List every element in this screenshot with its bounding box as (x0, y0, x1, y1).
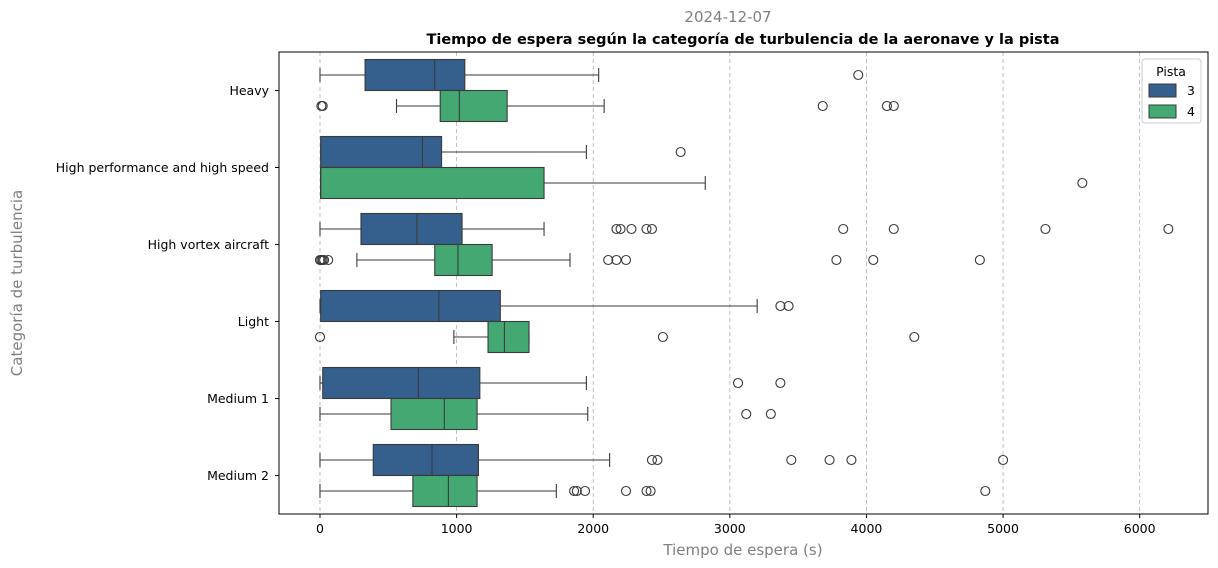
x-tick-label: 4000 (851, 521, 883, 536)
legend: Pista 3 4 (1141, 58, 1202, 124)
box-iqr (320, 135, 443, 169)
y-axis-label: Categoría de turbulencia (8, 190, 26, 376)
outlier-point (652, 454, 663, 466)
outlier-point (1163, 223, 1174, 235)
x-tick-label: 0 (316, 521, 324, 536)
legend-swatch (1148, 83, 1177, 98)
outlier-point (657, 331, 668, 343)
outlier-point (646, 223, 658, 235)
box-4-5 (319, 474, 991, 508)
box-iqr (320, 289, 501, 323)
y-tick-label: Light (238, 314, 269, 329)
outlier-point (824, 454, 835, 466)
plot-frame (278, 51, 1209, 515)
outlier-point (641, 223, 652, 235)
outlier-point (579, 485, 591, 497)
x-axis: 0 1000 2000 3000 4000 5000 6000 (316, 514, 1156, 536)
outlier-point (974, 254, 985, 266)
legend-entry-label: 3 (1187, 83, 1195, 98)
box-3-2 (319, 212, 1174, 246)
outlier-point (319, 254, 330, 266)
y-tick-label: High performance and high speed (56, 160, 269, 175)
outlier-point (645, 485, 656, 497)
outlier-point (853, 69, 864, 81)
outlier-point (615, 223, 626, 235)
outlier-point (646, 454, 658, 466)
outlier-point (881, 100, 892, 112)
outlier-point (998, 454, 1009, 466)
box-3-0 (319, 58, 864, 92)
outlier-point (888, 223, 899, 235)
box-4-1 (320, 166, 1088, 200)
chart-subtitle: 2024-12-07 (684, 8, 771, 26)
box-3-1 (320, 135, 686, 169)
outlier-point (571, 485, 582, 497)
outlier-point (620, 485, 632, 497)
x-tick-label: 1000 (441, 521, 473, 536)
box-3-4 (319, 366, 786, 400)
x-tick-label: 6000 (1124, 521, 1156, 536)
chart-title: Tiempo de espera según la categoría de t… (426, 32, 1059, 48)
x-tick-label: 5000 (987, 521, 1019, 536)
box-4-2 (314, 243, 985, 277)
x-axis-label: Tiempo de espera (s) (662, 541, 822, 559)
box-3-3 (319, 289, 794, 323)
outlier-point (741, 408, 752, 420)
x-tick-label: 3000 (714, 521, 746, 536)
outlier-point (765, 408, 776, 420)
outlier-point (732, 377, 744, 389)
outlier-point (620, 254, 632, 266)
outlier-point (314, 331, 326, 343)
box-3-5 (319, 443, 1009, 477)
outlier-point (980, 485, 991, 497)
outlier-point (838, 223, 849, 235)
box-iqr (360, 212, 463, 246)
legend-title: Pista (1156, 64, 1186, 79)
outlier-point (1077, 177, 1088, 189)
outlier-point (831, 254, 842, 266)
outlier-point (775, 377, 786, 389)
box-iqr (487, 320, 530, 354)
outlier-point (611, 254, 622, 266)
y-tick-label: Heavy (229, 83, 269, 98)
box-iqr (372, 443, 480, 477)
outlier-point (675, 146, 686, 158)
outlier-point (783, 300, 794, 312)
outlier-point (786, 454, 797, 466)
outlier-point (626, 223, 637, 235)
legend-swatch (1148, 104, 1177, 119)
legend-entry-label: 4 (1187, 104, 1195, 119)
outlier-point (817, 100, 828, 112)
box-4-0 (316, 89, 899, 123)
outlier-point (603, 254, 614, 266)
outlier-point (868, 254, 879, 266)
outlier-point (323, 254, 334, 266)
box-iqr (439, 89, 508, 123)
outlier-point (611, 223, 622, 235)
outlier-point (775, 300, 786, 312)
y-tick-label: High vortex aircraft (148, 237, 269, 252)
box-iqr (390, 397, 478, 431)
box-iqr (412, 474, 478, 508)
box-iqr (320, 166, 545, 200)
outlier-point (909, 331, 920, 343)
outlier-point (317, 100, 328, 112)
outlier-point (641, 485, 652, 497)
outlier-point (846, 454, 857, 466)
outlier-point (888, 100, 899, 112)
y-tick-label: Medium 2 (207, 468, 269, 483)
box-4-4 (319, 397, 776, 431)
box-iqr (434, 243, 493, 277)
outlier-point (569, 485, 580, 497)
grid-lines (319, 52, 1141, 514)
y-axis: Heavy High performance and high speed High… (56, 83, 279, 483)
box-iqr (364, 58, 466, 92)
outlier-point (1040, 223, 1051, 235)
box-4-3 (314, 320, 920, 354)
box-series (314, 58, 1174, 508)
box-iqr (322, 366, 481, 400)
y-tick-label: Medium 1 (207, 391, 269, 406)
x-tick-label: 2000 (577, 521, 609, 536)
